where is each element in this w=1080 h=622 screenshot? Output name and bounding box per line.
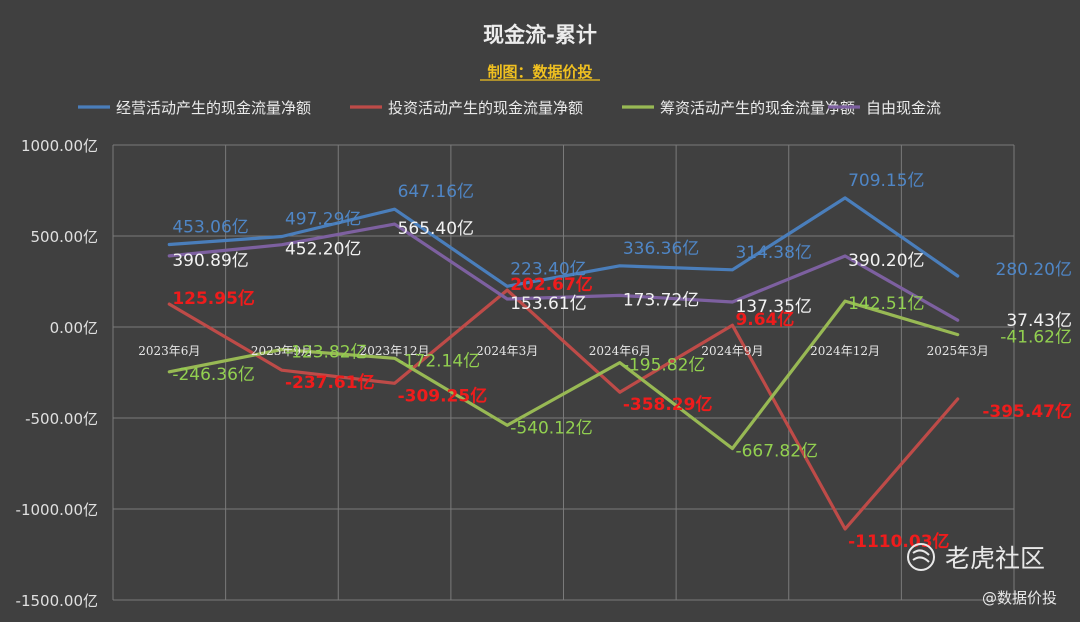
data-label: 565.40亿 — [398, 219, 474, 239]
chart-subtitle: 制图：数据价投 — [487, 63, 592, 81]
data-labels: 453.06亿 497.29亿 647.16亿 223.40亿 336.36亿 314.3… — [172, 171, 1072, 552]
data-label: -172.14亿 — [398, 351, 481, 371]
data-label: 314.38亿 — [735, 243, 811, 263]
data-label: 142.51亿 — [848, 294, 924, 314]
data-label: 9.64亿 — [735, 309, 794, 330]
x-tick-label: 2023年12月 — [360, 344, 430, 358]
data-label: -1110.03亿 — [848, 531, 950, 552]
y-tick-label: 500.00亿 — [31, 228, 99, 246]
series-line-1 — [167, 288, 960, 531]
data-label: 497.29亿 — [285, 210, 361, 230]
legend-label-3: 自由现金流 — [866, 99, 941, 117]
legend-label-0: 经营活动产生的现金流量净额 — [116, 99, 311, 117]
x-tick-label: 2024年3月 — [476, 344, 538, 358]
y-axis: 1000.00亿 500.00亿 0.00亿 -500.00亿 -1000.00亿 -15… — [16, 137, 98, 610]
x-tick-label: 2024年6月 — [589, 344, 651, 358]
data-label: -195.82亿 — [623, 356, 706, 376]
watermark: 老虎社区 @数据价投 — [907, 543, 1057, 607]
series-line-0 — [167, 196, 960, 288]
data-label: 452.20亿 — [285, 240, 361, 260]
data-label: 137.35亿 — [735, 297, 811, 317]
data-label: 390.20亿 — [848, 251, 924, 271]
data-label: 223.40亿 — [510, 259, 586, 279]
series-lines — [167, 196, 960, 531]
data-label: -667.82亿 — [735, 442, 818, 462]
data-label: -246.36亿 — [172, 365, 255, 385]
legend-label-2: 筹资活动产生的现金流量净额 — [660, 99, 855, 117]
y-tick-label: 0.00亿 — [50, 319, 98, 337]
y-tick-label: 1000.00亿 — [21, 137, 98, 155]
x-tick-label: 2025年3月 — [927, 344, 989, 358]
data-label: 173.72亿 — [623, 290, 699, 310]
data-label: 390.89亿 — [172, 251, 248, 271]
data-label: 647.16亿 — [398, 182, 474, 202]
data-label: 709.15亿 — [848, 171, 924, 191]
data-label: 125.95亿 — [172, 288, 255, 309]
legend: 经营活动产生的现金流量净额 投资活动产生的现金流量净额 筹资活动产生的现金流量净额自… — [78, 99, 941, 117]
data-label: 280.20亿 — [996, 260, 1072, 280]
x-tick-label: 2023年6月 — [138, 344, 200, 358]
data-label: -123.82亿 — [285, 343, 368, 363]
data-label: 153.61亿 — [510, 294, 586, 314]
y-tick-label: -500.00亿 — [25, 410, 98, 428]
chart-title: 现金流-累计 — [483, 23, 597, 47]
data-label: -358.29亿 — [623, 394, 713, 415]
watermark-author: @数据价投 — [982, 589, 1057, 607]
data-label: -41.62亿 — [1000, 328, 1072, 348]
legend-label-1: 投资活动产生的现金流量净额 — [388, 99, 583, 117]
data-label: -395.47亿 — [982, 401, 1072, 422]
data-label: -309.25亿 — [398, 385, 488, 406]
data-label: -237.61亿 — [285, 372, 375, 393]
series-line-3 — [167, 222, 960, 322]
x-tick-label: 2024年12月 — [810, 344, 880, 358]
data-label: 202.67亿 — [510, 274, 593, 295]
y-tick-label: -1500.00亿 — [16, 592, 98, 610]
y-tick-label: -1000.00亿 — [16, 501, 98, 519]
data-label: 453.06亿 — [172, 218, 248, 238]
data-label: 336.36亿 — [623, 239, 699, 259]
data-label: 37.43亿 — [1006, 311, 1072, 331]
x-axis: 2023年6月 2023年9月 2023年12月 2024年3月 2024年6月 2024… — [138, 344, 989, 358]
watermark-brand: 老虎社区 — [945, 544, 1045, 573]
tiger-community-logo-stripes — [912, 549, 930, 563]
x-tick-label: 2024年9月 — [701, 344, 763, 358]
tiger-community-logo-icon — [907, 543, 935, 571]
series-line-2 — [167, 299, 960, 451]
x-tick-label: 2023年9月 — [251, 344, 313, 358]
data-label: -540.12亿 — [510, 418, 593, 438]
